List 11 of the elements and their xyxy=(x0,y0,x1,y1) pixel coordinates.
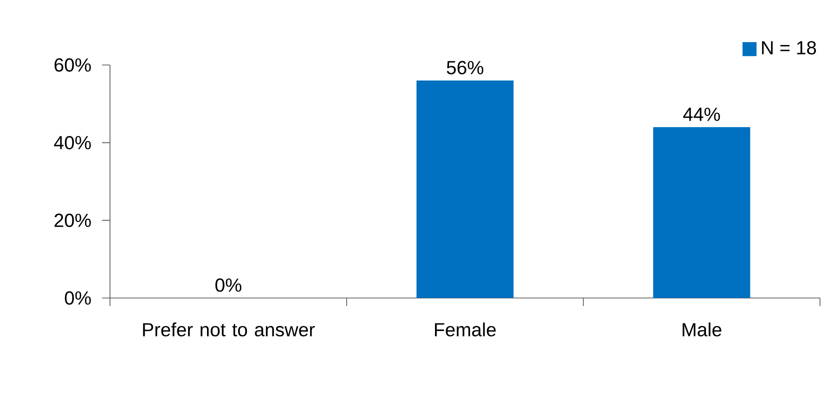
y-tick-label: 60% xyxy=(54,58,91,72)
legend-label: N = 18 xyxy=(762,41,816,54)
y-tick-label: 40% xyxy=(54,136,91,150)
data-label: 0% xyxy=(215,278,242,292)
x-tick-label: Prefer not to answer xyxy=(143,322,315,336)
x-tick-label: Male xyxy=(682,322,722,336)
y-tick-label: 0% xyxy=(64,291,91,305)
y-tick-label: 20% xyxy=(54,214,91,228)
x-tick-label: Female xyxy=(434,322,496,336)
data-label: 44% xyxy=(683,108,720,121)
data-label: 56% xyxy=(446,60,484,74)
